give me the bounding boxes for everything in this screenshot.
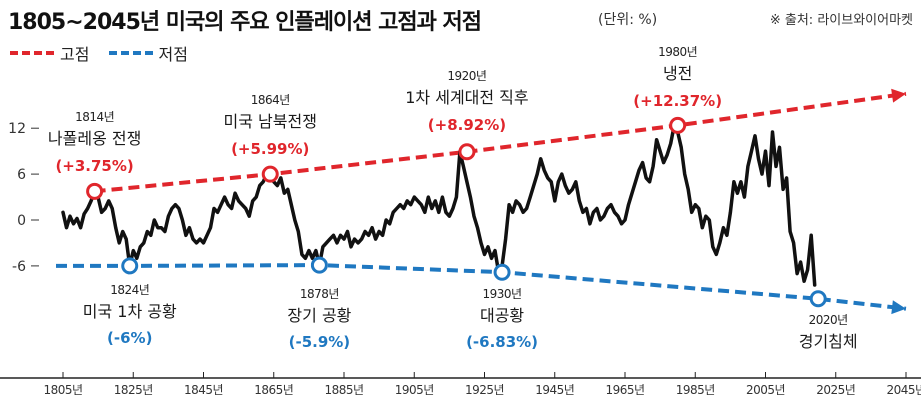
peak-marker	[261, 165, 279, 183]
annotation-event: 장기 공황	[287, 306, 351, 325]
x-tick-label: 1885년	[324, 383, 363, 397]
legend-item-peak: 고점	[10, 41, 89, 65]
annotation-event: 나폴레옹 전쟁	[48, 129, 141, 148]
annotation-value: (+8.92%)	[428, 116, 506, 134]
legend-label-peak: 고점	[60, 45, 90, 64]
peak-marker	[86, 182, 104, 200]
trend-line-trough	[56, 263, 907, 311]
annotation-year: 1864년	[251, 93, 290, 107]
x-tick-label: 2025년	[816, 383, 855, 397]
annotation-year: 1930년	[483, 287, 522, 301]
legend: 고점 저점	[10, 40, 202, 65]
annotation-value: (+3.75%)	[55, 157, 133, 175]
x-tick-label: 1845년	[184, 383, 223, 397]
annotation-value: (-6%)	[107, 329, 152, 347]
x-tick-label: 1865년	[254, 383, 293, 397]
legend-swatch-trough	[108, 51, 153, 55]
annotation-year: 1980년	[658, 45, 697, 59]
x-tick-label: 1925년	[465, 383, 504, 397]
peak-marker	[458, 143, 476, 161]
source-label: ※ 출처: 라이브와이어마켓	[769, 13, 913, 28]
legend-label-trough: 저점	[158, 45, 188, 64]
annotation-value: (+5.99%)	[231, 140, 309, 158]
x-tick-label: 1905년	[395, 383, 434, 397]
annotation-year: 1920년	[447, 69, 486, 83]
annotation-event: 대공황	[480, 306, 524, 325]
peak-marker	[669, 116, 687, 134]
trend-arrow-peak	[891, 88, 906, 103]
x-tick-label: 1825년	[114, 383, 153, 397]
trend-arrow-trough	[891, 300, 906, 315]
trend-line-peak	[94, 91, 907, 194]
x-tick-label: 1965년	[605, 383, 644, 397]
x-tick-label: 1805년	[43, 383, 82, 397]
annotation-value: (-6.83%)	[466, 333, 538, 351]
annotation-event: 1차 세계대전 직후	[405, 88, 528, 107]
annotation-year: 1878년	[300, 287, 339, 301]
inflation-line	[61, 123, 817, 287]
chart-title: 1805~2045년 미국의 주요 인플레이션 고점과 저점	[8, 10, 482, 35]
trough-marker	[809, 290, 827, 308]
annotation-event: 미국 1차 공황	[83, 302, 177, 321]
annotation-event: 경기침체	[799, 332, 858, 351]
trough-marker	[310, 256, 328, 274]
trough-marker	[121, 257, 139, 275]
trough-marker	[493, 263, 511, 281]
x-tick-label: 1985년	[676, 383, 715, 397]
x-tick-label: 2005년	[746, 383, 785, 397]
x-tick-label: 2045년	[886, 383, 921, 397]
annotation-event: 미국 남북전쟁	[224, 112, 317, 131]
annotation-event: 냉전	[663, 64, 692, 83]
annotation-year: 1824년	[110, 283, 149, 297]
legend-swatch-peak	[10, 51, 54, 55]
annotation-value: (+12.37%)	[633, 92, 722, 110]
unit-label: (단위: %)	[598, 12, 658, 28]
annotation-value: (-5.9%)	[289, 333, 351, 351]
annotation-year: 1814년	[75, 110, 114, 124]
annotation-year: 2020년	[809, 313, 848, 327]
y-tick-label: 0	[17, 213, 26, 229]
y-tick-label: -6	[12, 259, 26, 275]
x-tick-label: 1945년	[535, 383, 574, 397]
y-tick-label: 12	[8, 121, 26, 137]
y-tick-label: 6	[17, 167, 26, 183]
legend-item-trough: 저점	[108, 41, 188, 65]
